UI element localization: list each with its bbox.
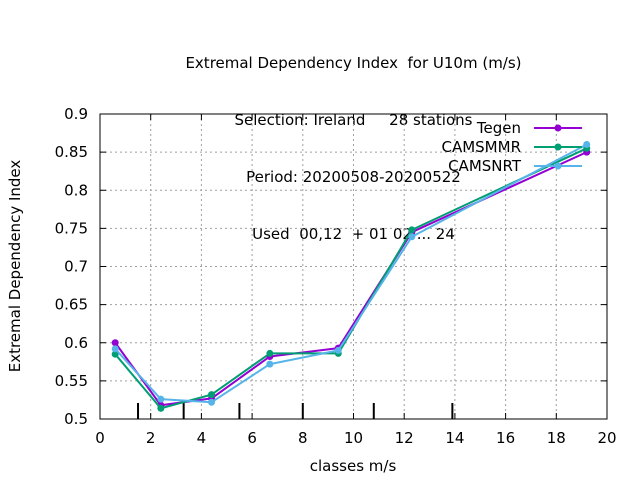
title-line-1: Extremal Dependency Index for U10m (m/s) [185,54,522,72]
series-camsmmr [111,144,591,412]
y-tick-label: 0.65 [55,296,88,314]
data-point [266,349,274,357]
y-tick-label: 0.5 [64,410,88,428]
data-point [334,346,342,354]
y-tick-label: 0.55 [55,372,88,390]
y-tick-label: 0.8 [64,181,88,199]
y-tick-label: 0.9 [64,105,88,123]
y-axis-title: Extremal Dependency Index [6,160,24,373]
data-point [266,360,274,368]
series-lines [111,141,591,412]
chart-title: Extremal Dependency Index for U10m (m/s)… [100,16,607,263]
data-point [111,350,119,358]
legend-marker [554,124,562,132]
data-point [111,345,119,353]
x-tick-label: 8 [298,429,308,447]
x-axis-title: classes m/s [310,457,397,475]
data-point [208,398,216,406]
y-tick-label: 0.75 [55,219,88,237]
x-tick-label: 6 [247,429,257,447]
y-tick-label: 0.85 [55,143,88,161]
x-tick-label: 4 [197,429,207,447]
series-tegen [111,148,591,409]
legend-item: CAMSMMR [441,138,582,156]
x-tick-label: 14 [445,429,464,447]
data-point [583,141,591,148]
legend-label: CAMSMMR [441,138,521,156]
data-point [157,395,165,403]
legend-item: Tegen [476,119,582,137]
y-tick-label: 0.6 [64,334,88,352]
legend-label: Tegen [476,119,521,137]
data-point [111,339,119,347]
x-axis-ticks: 0 2 4 6 8 10 12 14 16 18 20 [95,114,617,447]
data-point [408,233,416,241]
x-tick-label: 0 [95,429,105,447]
title-line-2: Selection: Ireland 28 stations [234,111,473,129]
series-camsnrt [111,141,591,406]
class-boundary-marks [137,403,454,419]
x-tick-label: 10 [344,429,363,447]
series-line [114,147,588,410]
legend-marker [554,162,562,170]
title-line-3: Period: 20200508-20200522 [246,168,461,186]
grid-lines [100,114,607,419]
y-tick-label: 0.7 [64,258,88,276]
legend-label: CAMSNRT [448,157,522,175]
x-tick-label: 2 [146,429,156,447]
y-axis-ticks: 0.5 0.55 0.6 0.65 0.7 0.75 0.8 0.85 0.9 [55,105,607,428]
x-tick-label: 12 [395,429,414,447]
x-tick-label: 18 [547,429,566,447]
x-tick-label: 16 [496,429,515,447]
x-tick-label: 20 [597,429,616,447]
series-line [114,143,588,404]
legend-item: CAMSNRT [448,157,582,175]
legend-marker [554,143,562,151]
data-point [208,391,216,399]
title-line-4: Used 00,12 + 01 02 ... 24 [252,225,455,243]
data-point [157,404,165,412]
data-point [408,226,416,234]
